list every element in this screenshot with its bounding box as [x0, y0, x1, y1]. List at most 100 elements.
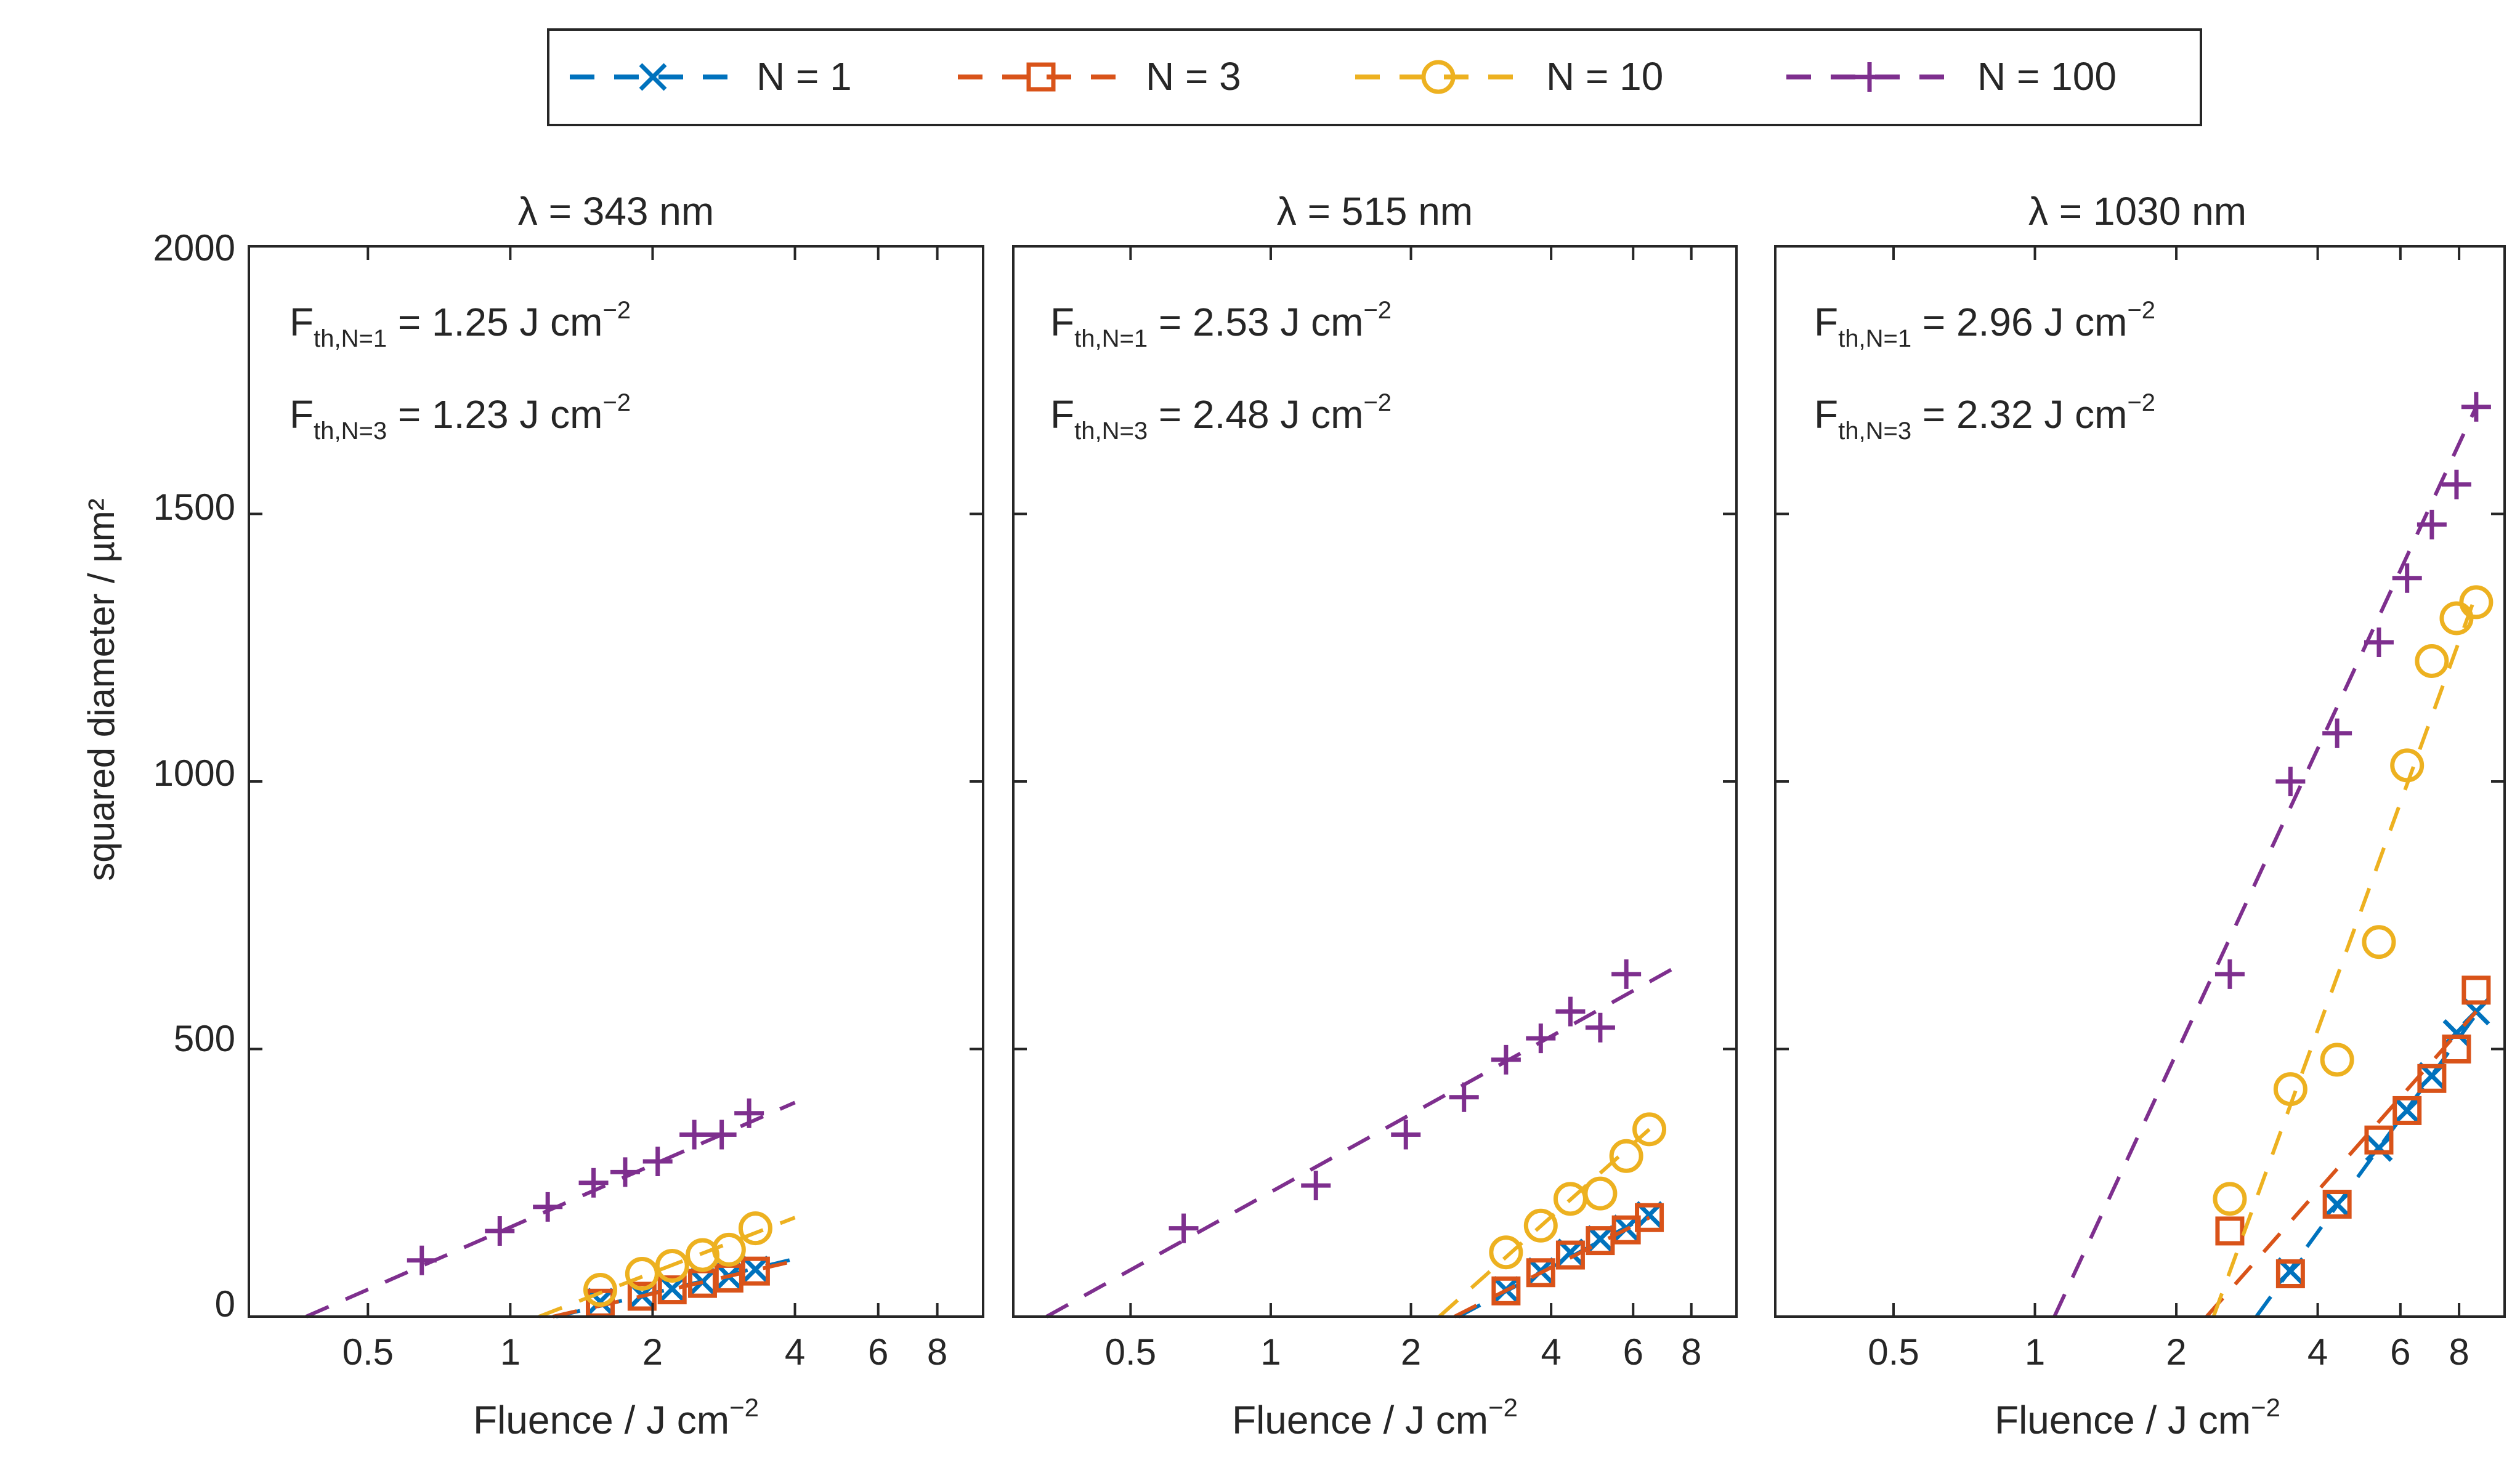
data-point-n3: [1555, 1240, 1585, 1270]
y-tick-label: 2000: [153, 227, 235, 268]
data-point-n3: [740, 1256, 770, 1286]
x-tick-label: 8: [1681, 1331, 1701, 1373]
data-point-n1-stroke: [2365, 1134, 2393, 1162]
data-point-n3: [2215, 1216, 2245, 1246]
x-tick-label: 2: [2166, 1331, 2186, 1373]
y-tick-label: 0: [215, 1283, 235, 1325]
panel-515nm: λ = 515 nm 0.5 1 2 4 6 8 Fth,N=1 = 2.53 J cm−…: [1012, 189, 1738, 1442]
data-point-n100: [1555, 996, 1586, 1027]
data-point-n3: [1635, 1203, 1664, 1232]
data-point-n3: [2461, 975, 2491, 1005]
fit-line-n100: [2052, 406, 2478, 1318]
data-point-n3: [2392, 1096, 2422, 1125]
threshold-subscript: th,N=1: [314, 325, 387, 352]
x-tick-label: 6: [2390, 1331, 2410, 1373]
data-point-n10-shape: [1583, 1176, 1618, 1211]
x-tick-label: 1: [500, 1331, 521, 1373]
x-tick-label: 4: [785, 1331, 805, 1373]
data-point-n10: [1523, 1208, 1558, 1243]
x-axis-label-text: Fluence / J cm: [1995, 1398, 2251, 1442]
threshold-subscript: th,N=3: [314, 418, 387, 445]
threshold-subscript: th,N=1: [1838, 325, 1911, 352]
data-point-n3: [2442, 1035, 2471, 1063]
data-point-n3-shape: [2322, 1190, 2352, 1219]
x-axis-ticks: 0.5 1 2 4 6 8: [1775, 245, 2505, 1373]
threshold-symbol: F: [1814, 300, 1838, 344]
legend-marker-n1-glyph-stroke: [639, 63, 667, 91]
threshold-exponent: −2: [1363, 389, 1392, 416]
legend-entry-n1: N = 1: [570, 54, 852, 99]
data-point-n10-shape: [2273, 1072, 2307, 1107]
series-n100: [305, 1098, 796, 1318]
threshold-value: = 1.25 J cm: [387, 300, 602, 344]
fluence-threshold-n1: Fth,N=1 = 1.25 J cm−2: [290, 297, 631, 352]
x-axis-ticks: 0.5 1 2 4 6 8: [249, 245, 983, 1373]
data-point-n100: [1301, 1171, 1331, 1201]
data-point-n3-shape: [2442, 1035, 2471, 1063]
x-tick-label: 8: [2449, 1331, 2469, 1373]
data-point-n10: [2213, 1182, 2247, 1216]
data-point-n10-shape: [1609, 1139, 1643, 1173]
data-point-n100: [707, 1120, 737, 1150]
data-point-n100: [1491, 1044, 1521, 1075]
threshold-exponent: −2: [602, 389, 631, 416]
threshold-symbol: F: [1050, 392, 1074, 437]
legend-marker-n10-glyph: [1421, 60, 1456, 94]
data-point-n3-shape: [2215, 1216, 2245, 1246]
data-point-n3: [2322, 1190, 2352, 1219]
threshold-value: = 2.96 J cm: [1911, 300, 2127, 344]
data-point-n1-stroke: [1586, 1225, 1615, 1253]
series-n1: [2255, 998, 2490, 1318]
x-axis-ticks: 0.5 1 2 4 6 8: [1013, 245, 1736, 1373]
threshold-value: = 2.53 J cm: [1148, 300, 1363, 344]
fit-line-n10: [2211, 593, 2478, 1318]
x-tick-label: 6: [1623, 1331, 1643, 1373]
data-point-n100: [642, 1146, 673, 1176]
data-point-n100: [1526, 1023, 1556, 1054]
series-n10: [538, 1211, 796, 1318]
data-point-n10-shape: [1632, 1112, 1667, 1147]
threshold-exponent: −2: [602, 297, 631, 324]
x-tick-label: 4: [1541, 1331, 1561, 1373]
panel-1030nm: λ = 1030 nm 0.5 1 2 4 6 8 Fth,N=1 = 2.96 J cm…: [1774, 189, 2506, 1442]
data-point-n10: [655, 1248, 689, 1283]
data-point-n3-shape: [1491, 1276, 1521, 1306]
data-point-n100: [2275, 767, 2306, 796]
data-point-n3: [2364, 1125, 2394, 1155]
data-point-n100: [679, 1120, 710, 1150]
fluence-threshold-n3: Fth,N=3 = 2.32 J cm−2: [1814, 389, 2155, 445]
x-tick-label: 6: [868, 1331, 888, 1373]
fit-line-n100: [1045, 967, 1674, 1318]
threshold-exponent: −2: [1363, 297, 1392, 324]
x-tick-label: 2: [1401, 1331, 1421, 1373]
threshold-symbol: F: [1814, 392, 1838, 437]
threshold-subscript: th,N=3: [1074, 418, 1148, 445]
data-point-n3-shape: [1635, 1203, 1664, 1232]
y-tick-label: 1000: [153, 753, 235, 794]
series-n3: [1453, 1203, 1664, 1318]
x-axis-label: Fluence / J cm−2: [1232, 1393, 1518, 1442]
data-point-n3-shape: [740, 1256, 770, 1286]
data-point-n100: [1449, 1082, 1479, 1112]
fit-line-n100: [305, 1100, 796, 1318]
data-point-n10-shape: [625, 1256, 659, 1291]
data-point-n10: [711, 1232, 746, 1267]
data-point-n10-shape: [1523, 1208, 1558, 1243]
data-point-n1-stroke: [2323, 1190, 2351, 1218]
data-point-n100: [533, 1192, 563, 1222]
data-point-n1: [1586, 1225, 1615, 1253]
x-tick-label: 0.5: [342, 1331, 394, 1373]
data-point-n100: [2364, 628, 2394, 658]
threshold-value: = 2.32 J cm: [1911, 392, 2127, 437]
legend-marker-n10-glyph-shape: [1421, 60, 1456, 94]
x-axis-label-text: Fluence / J cm: [1232, 1398, 1488, 1442]
x-axis-label-exponent: −2: [729, 1393, 759, 1422]
data-point-n100: [2214, 959, 2245, 989]
legend-marker-n3-glyph: [1026, 62, 1056, 92]
plot-area: [1045, 959, 1674, 1318]
fit-line-n10: [1438, 1128, 1651, 1318]
series-n100: [1045, 959, 1674, 1318]
plot-area: [2052, 392, 2494, 1318]
x-tick-label: 1: [1260, 1331, 1281, 1373]
